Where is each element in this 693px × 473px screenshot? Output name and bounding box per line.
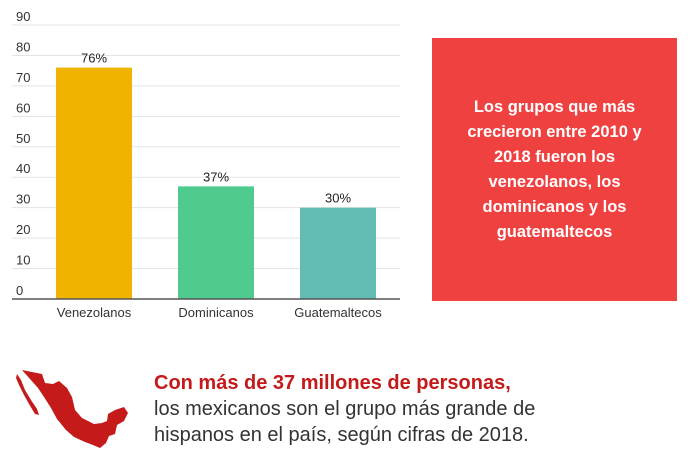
bar-venezolanos xyxy=(56,67,132,299)
callout-box: Los grupos que más crecieron entre 2010 … xyxy=(432,38,677,301)
summary-headline: Con más de 37 millones de personas, xyxy=(154,372,511,394)
summary-line-2: hispanos en el país, según cifras de 201… xyxy=(154,424,529,446)
data-label: 30% xyxy=(325,191,351,206)
x-tick-label: Dominicanos xyxy=(178,305,254,320)
summary-text: Con más de 37 millones de personas, los … xyxy=(154,370,674,448)
y-tick-label: 90 xyxy=(16,9,30,24)
y-tick-label: 20 xyxy=(16,222,30,237)
y-tick-label: 10 xyxy=(16,253,30,268)
summary-line-1: los mexicanos son el grupo más grande de xyxy=(154,398,536,420)
bar-chart: 0 10 20 30 40 50 60 70 80 90 76% Venezolanos 37% Domi… xyxy=(12,9,400,320)
data-label: 37% xyxy=(203,169,229,184)
callout-text: Los grupos que más crecieron entre 2010 … xyxy=(467,97,642,241)
y-tick-label: 0 xyxy=(16,283,23,298)
y-tick-label: 50 xyxy=(16,131,30,146)
y-tick-label: 30 xyxy=(16,192,30,207)
y-tick-label: 70 xyxy=(16,70,30,85)
bar-dominicanos xyxy=(178,186,254,299)
y-tick-label: 60 xyxy=(16,100,30,115)
bar-guatemaltecos xyxy=(300,207,376,299)
data-label: 76% xyxy=(81,51,107,66)
x-tick-label: Venezolanos xyxy=(57,305,132,320)
mexico-map-icon xyxy=(16,370,128,448)
x-tick-label: Guatemaltecos xyxy=(294,305,382,320)
y-tick-label: 80 xyxy=(16,39,30,54)
y-tick-label: 40 xyxy=(16,161,30,176)
